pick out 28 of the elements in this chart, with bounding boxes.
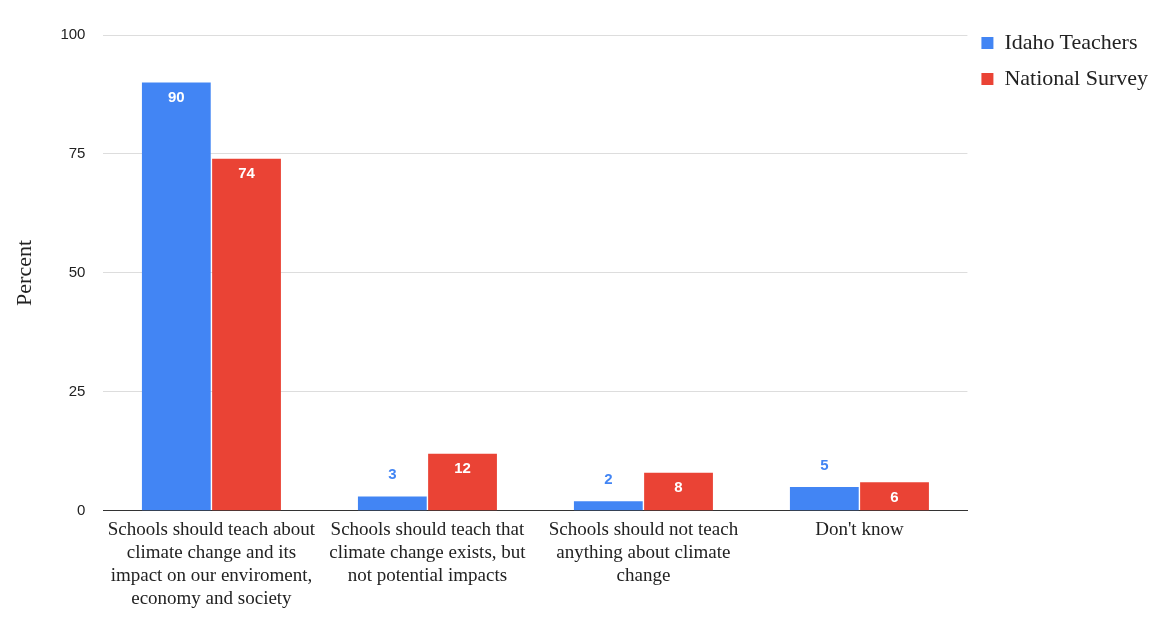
- legend-label: National Survey: [1004, 64, 1149, 90]
- data-label: 12: [454, 459, 471, 477]
- data-label: 8: [674, 478, 683, 496]
- data-label: 3: [388, 465, 397, 483]
- y-tick-label: 0: [77, 500, 86, 518]
- bar: [141, 82, 211, 511]
- data-label: 6: [890, 487, 899, 505]
- data-label: 74: [238, 164, 256, 182]
- y-axis-title: Percent: [10, 239, 36, 306]
- bar: [212, 158, 281, 511]
- y-tick-label: 25: [68, 381, 86, 399]
- bar: [573, 501, 643, 511]
- x-tick-label: Schools should teach about climate change and its impact on our enviroment, economy and society: [107, 518, 316, 608]
- x-tick-label: Don't know: [815, 518, 904, 540]
- y-tick-label: 75: [68, 144, 86, 162]
- data-label: 5: [820, 455, 829, 473]
- bar: [860, 482, 929, 511]
- y-tick-label: 100: [60, 25, 86, 43]
- y-tick-label: 50: [68, 263, 86, 281]
- bar: [789, 487, 859, 511]
- x-tick-label: Schools should teach that climate change exists, but not potential impacts: [329, 518, 527, 585]
- data-label: 2: [604, 469, 613, 487]
- bar: [357, 496, 427, 511]
- x-tick-label: Schools should not teach anything about climate change: [548, 518, 739, 585]
- legend-label: Idaho Teachers: [1004, 28, 1138, 54]
- bar: [428, 453, 497, 511]
- bar: [644, 472, 713, 511]
- data-label: 90: [167, 88, 185, 106]
